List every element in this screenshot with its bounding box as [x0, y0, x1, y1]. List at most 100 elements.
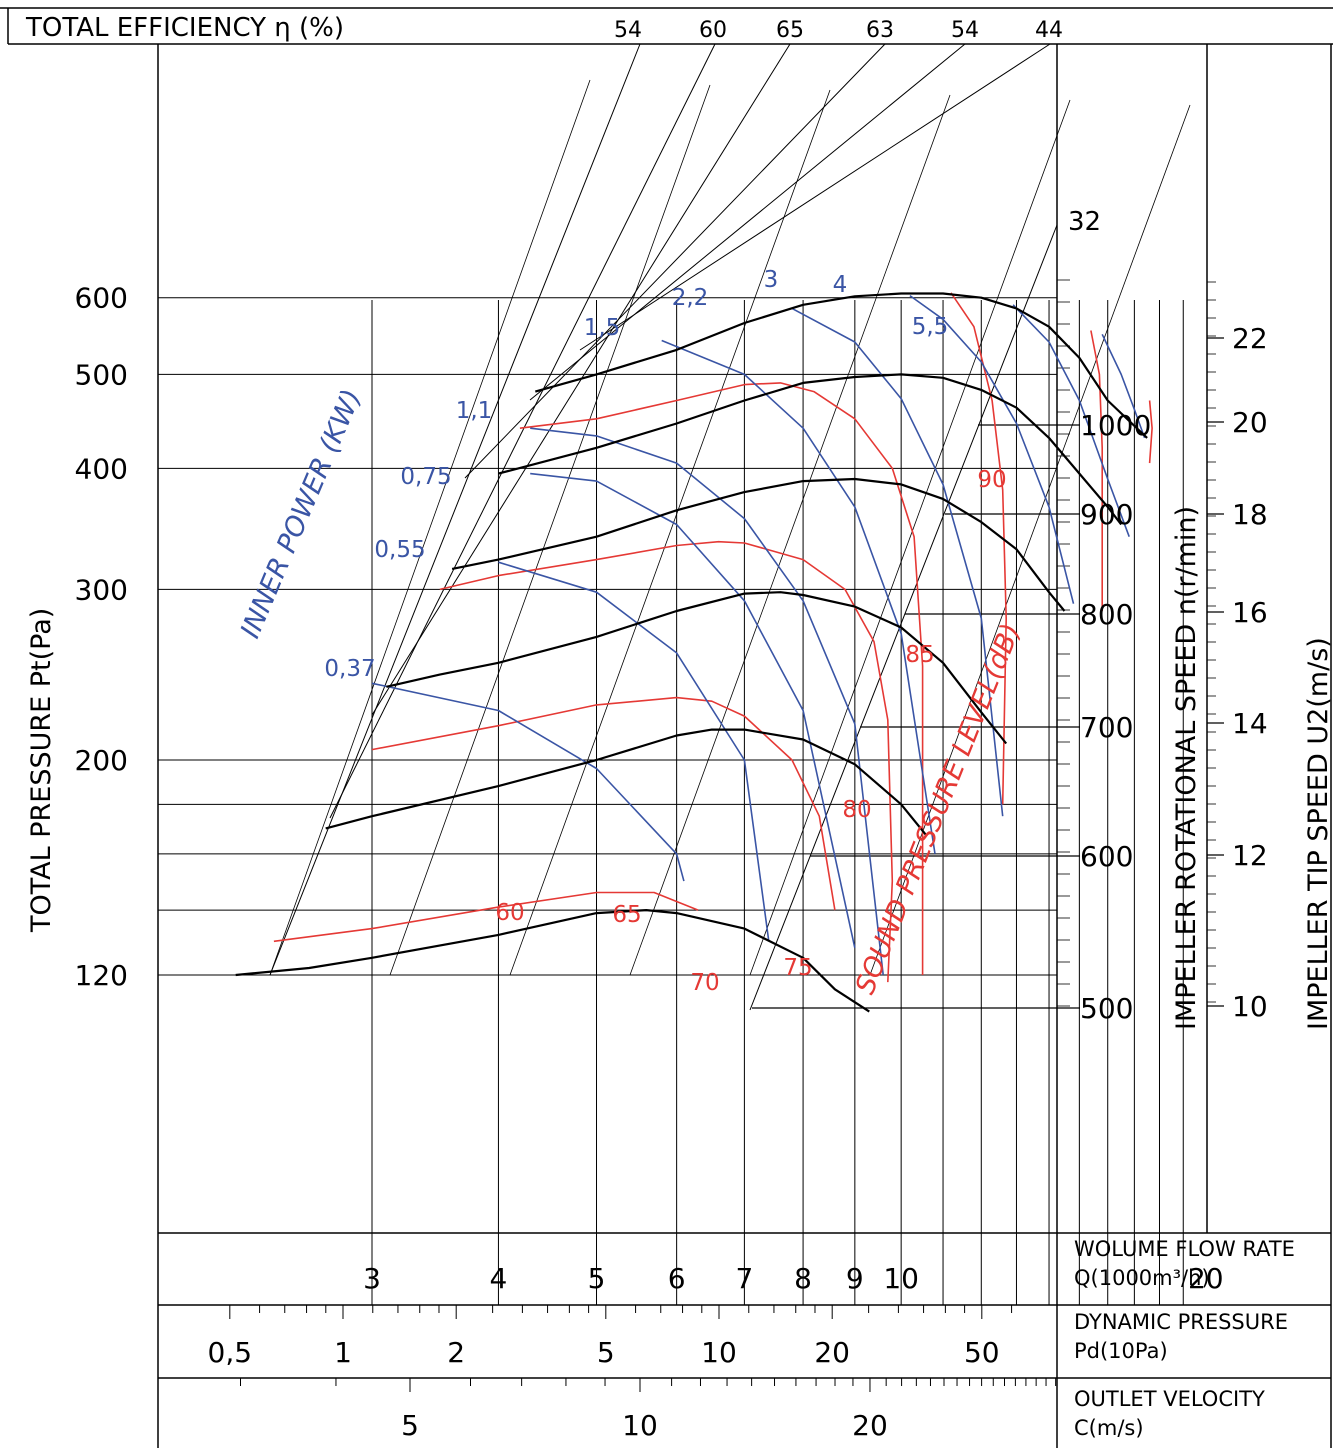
rotational-speed-tick-labels: 1000 900 800 700 600 500 — [1080, 409, 1151, 1025]
power-label: 5,5 — [912, 314, 949, 340]
pressure-tick-label: 200 — [75, 744, 128, 777]
efficiency-diagonal — [509, 89, 831, 976]
flow-axis-title-line1: WOLUME FLOW RATE — [1074, 1237, 1295, 1261]
rotational-speed-tick-label: 900 — [1080, 498, 1133, 531]
speed-tick-lines — [752, 279, 1224, 1009]
power-label: 2,2 — [672, 285, 709, 311]
efficiency-tick-label: 60 — [699, 18, 727, 43]
sound-label: 90 — [977, 467, 1006, 493]
total-pressure-axis-title: TOTAL PRESSURE Pt(Pa) — [26, 608, 57, 933]
power-curve — [909, 294, 1075, 604]
sound-curve-65 — [371, 696, 836, 911]
tip-speed-tick-label: 18 — [1232, 498, 1268, 531]
sound-curve-60 — [273, 891, 699, 943]
velocity-tick-labels: 5 10 20 — [240, 1378, 1057, 1442]
rotational-speed-tick-label: 600 — [1080, 840, 1133, 873]
rotational-speed-tick-label: 800 — [1080, 598, 1133, 631]
pressure-tick-label: 500 — [75, 358, 128, 391]
power-label: 0,37 — [324, 656, 375, 682]
dynamic-pressure-tick-label: 5 — [597, 1336, 615, 1369]
efficiency-diagonal — [464, 43, 886, 479]
flow-tick-label: 8 — [794, 1262, 812, 1295]
rotational-speed-axis-title: IMPELLER ROTATIONAL SPEED n(r/min) — [1171, 506, 1202, 1030]
rotational-speed-tick-label: 1000 — [1080, 409, 1151, 442]
efficiency-diagonal — [749, 99, 1071, 976]
tip-speed-tick-label: 22 — [1232, 322, 1268, 355]
sound-label: 60 — [495, 900, 524, 926]
efficiency-diagonal — [389, 84, 711, 976]
rotational-speed-tick-label: 500 — [1080, 992, 1133, 1025]
power-label: 1,1 — [456, 398, 493, 424]
power-curve — [1101, 333, 1146, 439]
efficiency-diagonals — [269, 43, 1191, 1011]
power-curve — [371, 682, 685, 882]
pressure-gridlines — [158, 297, 1057, 976]
sound-level-axis-title: SOUND PRESSURE LEVEL(dB) — [850, 619, 1027, 998]
efficiency-ticks: 54 60 65 63 54 44 — [614, 18, 1063, 43]
pressure-tick-label: 400 — [75, 452, 128, 485]
tip-speed-tick-label: 14 — [1232, 707, 1268, 740]
sound-label: 70 — [690, 970, 719, 996]
velocity-tick-label: 20 — [852, 1409, 888, 1442]
tip-speed-tick-label: 10 — [1232, 990, 1268, 1023]
speed-curve-700 — [386, 591, 1008, 745]
top-diagonal-label: 32 — [1068, 207, 1101, 237]
power-curve — [1012, 304, 1130, 537]
tip-speed-tick-label: 20 — [1232, 406, 1268, 439]
pressure-tick-label: 120 — [75, 959, 128, 992]
tip-speed-tick-label: 16 — [1232, 596, 1268, 629]
power-label: 4 — [833, 272, 848, 298]
dynamic-pressure-tick-labels: 0,5 1 2 5 10 20 50 — [208, 1305, 1013, 1369]
dynamic-pressure-tick-label: 20 — [814, 1336, 850, 1369]
power-curve — [530, 427, 884, 976]
flow-tick-label: 4 — [490, 1262, 508, 1295]
power-label: 0,55 — [374, 537, 425, 563]
dynamic-pressure-axis-title-line1: DYNAMIC PRESSURE — [1074, 1310, 1288, 1334]
flow-tick-labels: 3 4 5 6 7 8 9 10 20 — [363, 1262, 1224, 1295]
power-curve-labels: 0,37 0,55 0,75 1,1 1,5 2,2 3 4 5,5 — [324, 267, 948, 682]
dynamic-pressure-tick-label: 10 — [701, 1336, 737, 1369]
efficiency-diagonal — [269, 79, 591, 976]
power-curves — [371, 294, 1146, 976]
efficiency-tick-label: 65 — [776, 18, 804, 43]
sound-label: 65 — [612, 902, 641, 928]
efficiency-diagonal — [749, 224, 1058, 1011]
power-curve — [498, 561, 770, 942]
efficiency-tick-label: 44 — [1035, 18, 1063, 43]
dynamic-pressure-tick-label: 50 — [964, 1336, 1000, 1369]
pressure-tick-labels: 600 500 400 300 200 120 — [75, 282, 128, 992]
tip-speed-tick-label: 12 — [1232, 839, 1268, 872]
power-label: 0,75 — [400, 464, 451, 490]
velocity-axis-title-line2: C(m/s) — [1074, 1416, 1144, 1440]
flow-tick-label: 9 — [846, 1262, 864, 1295]
speed-curve-900 — [498, 373, 1123, 526]
sound-curve-75 — [519, 382, 924, 975]
tip-speed-tick-labels: 22 20 18 16 14 12 10 — [1232, 322, 1268, 1023]
efficiency-diagonal — [269, 43, 641, 976]
rotational-speed-tick-label: 700 — [1080, 711, 1133, 744]
efficiency-diagonal — [629, 94, 951, 976]
sound-curve-85 — [1090, 330, 1103, 611]
sound-label: 85 — [905, 642, 934, 668]
pressure-tick-label: 300 — [75, 573, 128, 606]
efficiency-tick-label: 54 — [951, 18, 979, 43]
speed-curves — [235, 292, 1148, 1013]
flow-tick-label: 6 — [668, 1262, 686, 1295]
power-curve — [791, 307, 1004, 817]
total-efficiency-label: TOTAL EFFICIENCY η (%) — [25, 13, 344, 43]
pressure-tick-label: 600 — [75, 282, 128, 315]
efficiency-diagonal — [329, 43, 716, 819]
power-curve — [661, 339, 936, 855]
velocity-tick-label: 10 — [622, 1409, 658, 1442]
velocity-tick-label: 5 — [401, 1409, 419, 1442]
flow-axis-title-line2: Q(1000m³/h) — [1074, 1266, 1210, 1290]
sound-curve-70 — [439, 540, 894, 983]
dynamic-pressure-axis-title-line2: Pd(10Pa) — [1074, 1339, 1168, 1363]
flow-tick-label: 3 — [363, 1262, 381, 1295]
sound-label: 75 — [783, 955, 812, 981]
flow-tick-label: 20 — [1188, 1262, 1224, 1295]
sound-curve-labels: 60 65 70 75 80 85 90 — [495, 467, 1006, 996]
power-curve — [530, 472, 856, 948]
speed-curve-500 — [235, 909, 870, 1013]
